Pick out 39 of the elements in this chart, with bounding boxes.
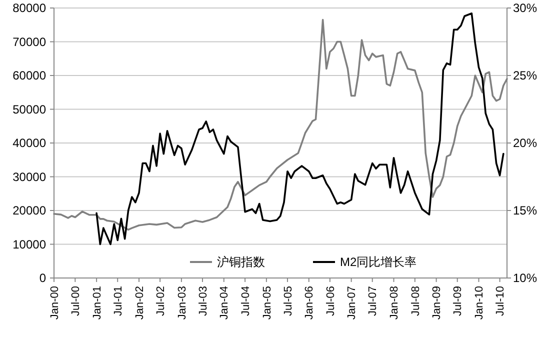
x-tick-label: Jan-00 xyxy=(48,286,61,320)
x-tick-label: Jan-08 xyxy=(388,286,401,320)
y-tick-label: 0 xyxy=(39,271,46,286)
y2-tick-label: 10% xyxy=(513,271,538,286)
x-tick-label: Jan-02 xyxy=(134,286,146,320)
x-tick-label: Jul-04 xyxy=(240,286,252,316)
x-tick-label: Jul-00 xyxy=(70,286,82,316)
y2-tick-label: 15% xyxy=(513,204,538,218)
legend-label: M2同比增长率 xyxy=(340,255,417,270)
y-tick-label: 20000 xyxy=(12,204,46,218)
x-tick-label: Jan-01 xyxy=(91,286,104,320)
y-tick-label: 80000 xyxy=(12,1,46,16)
x-tick-label: Jul-09 xyxy=(452,286,464,316)
x-tick-label: Jul-10 xyxy=(494,286,507,316)
y2-tick-label: 20% xyxy=(513,136,538,150)
y2-tick-label: 25% xyxy=(513,68,538,83)
x-tick-label: Jan-03 xyxy=(176,286,188,320)
x-tick-label: Jul-05 xyxy=(282,286,294,316)
x-tick-label: Jul-06 xyxy=(324,286,337,316)
x-tick-label: Jul-01 xyxy=(112,286,124,316)
x-tick-label: Jan-07 xyxy=(346,286,358,320)
x-tick-label: Jul-02 xyxy=(154,286,167,316)
x-tick-label: Jan-06 xyxy=(304,286,316,320)
x-tick-label: Jul-07 xyxy=(367,286,380,316)
x-tick-label: Jan-04 xyxy=(218,286,231,320)
y-tick-label: 30000 xyxy=(12,170,46,184)
x-tick-label: Jan-10 xyxy=(474,286,486,320)
y-tick-label: 40000 xyxy=(12,136,46,150)
x-tick-label: Jul-08 xyxy=(410,286,422,316)
y-tick-label: 10000 xyxy=(12,237,46,252)
line-series xyxy=(96,12,504,246)
x-tick-label: Jan-09 xyxy=(431,286,444,320)
y2-tick-label: 30% xyxy=(513,1,538,16)
y-tick-label: 70000 xyxy=(12,34,46,49)
x-tick-label: Jul-03 xyxy=(197,286,210,316)
y-tick-label: 60000 xyxy=(12,68,46,83)
x-tick-label: Jan-05 xyxy=(261,286,274,320)
legend-label: 沪铜指数 xyxy=(217,255,265,270)
y-tick-label: 50000 xyxy=(12,102,46,116)
